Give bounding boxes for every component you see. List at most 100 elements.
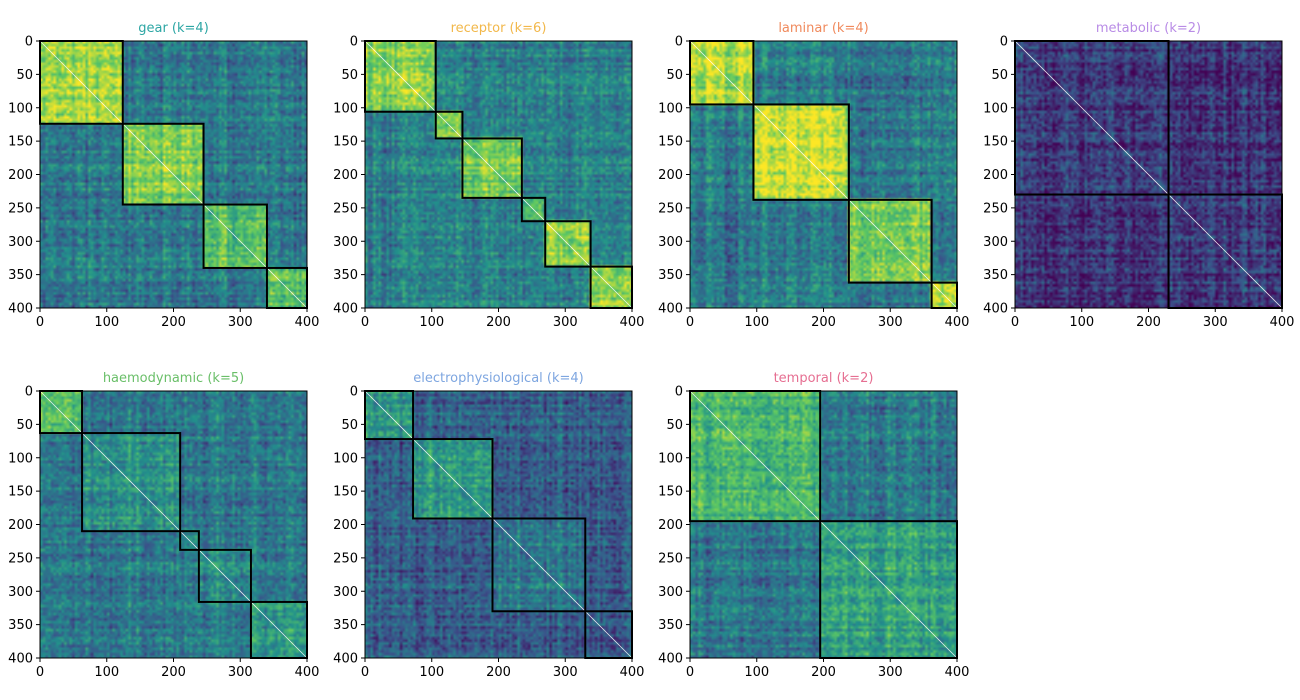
x-tick-label: 200 [1136, 315, 1161, 330]
heatmap-panel: gear (k=4)0 100 200 300 40005010015020025030… [8, 21, 319, 330]
y-tick-label: 150 [333, 485, 358, 500]
x-tick-label: 300 [553, 665, 578, 680]
y-tick-label: 150 [8, 135, 33, 150]
x-tick-label: 0 [36, 665, 44, 680]
x-tick-label: 200 [811, 665, 836, 680]
panel-title: haemodynamic (k=5) [103, 371, 244, 386]
x-tick-label: 0 [361, 665, 369, 680]
heatmap-panel: temporal (k=2)0 100 200 300 4000501001502002… [658, 371, 969, 680]
x-tick-label: 300 [228, 315, 253, 330]
x-tick-label: 200 [486, 315, 511, 330]
y-tick-label: 400 [658, 652, 683, 667]
x-tick-label: 400 [620, 315, 645, 330]
y-tick-label: 100 [658, 451, 683, 466]
y-tick-label: 100 [658, 101, 683, 116]
y-tick-label: 200 [658, 518, 683, 533]
y-tick-label: 400 [333, 652, 358, 667]
y-tick-label: 50 [666, 418, 683, 433]
community-block [491, 517, 587, 613]
x-tick-label: 200 [161, 665, 186, 680]
y-tick-label: 400 [8, 302, 33, 317]
y-tick-label: 0 [25, 35, 33, 50]
y-tick-label: 400 [8, 652, 33, 667]
y-tick-label: 200 [8, 518, 33, 533]
y-tick-label: 100 [333, 451, 358, 466]
community-block [412, 438, 494, 520]
y-tick-label: 350 [983, 268, 1008, 283]
x-tick-label: 300 [1203, 315, 1228, 330]
y-tick-label: 300 [333, 585, 358, 600]
y-tick-label: 250 [8, 201, 33, 216]
y-tick-label: 300 [658, 585, 683, 600]
x-tick-label: 400 [945, 665, 970, 680]
x-tick-label: 0 [36, 315, 44, 330]
x-tick-label: 300 [228, 665, 253, 680]
y-tick-label: 150 [8, 485, 33, 500]
y-tick-label: 0 [350, 35, 358, 50]
community-block [81, 432, 182, 533]
x-tick-label: 300 [878, 665, 903, 680]
y-tick-label: 50 [16, 68, 33, 83]
heatmap-panel: metabolic (k=2)0 100 200 300 400050100150200… [983, 21, 1294, 330]
community-block [544, 220, 592, 268]
panel-title: electrophysiological (k=4) [413, 371, 584, 386]
diagonal-line [364, 390, 633, 659]
diagonal-line [39, 40, 308, 309]
y-tick-label: 100 [983, 101, 1008, 116]
y-tick-label: 400 [658, 302, 683, 317]
diagonal-line [39, 390, 308, 659]
y-tick-label: 50 [341, 418, 358, 433]
x-tick-label: 400 [620, 665, 645, 680]
x-tick-label: 100 [744, 665, 769, 680]
y-tick-label: 50 [666, 68, 683, 83]
y-tick-label: 300 [8, 585, 33, 600]
community-block [434, 110, 464, 140]
community-block [202, 203, 268, 269]
y-tick-label: 150 [658, 485, 683, 500]
y-tick-label: 50 [991, 68, 1008, 83]
x-tick-label: 100 [744, 315, 769, 330]
y-tick-label: 0 [675, 385, 683, 400]
y-tick-label: 350 [658, 618, 683, 633]
x-tick-label: 300 [878, 315, 903, 330]
y-tick-label: 250 [333, 201, 358, 216]
diagonal-line [364, 40, 633, 309]
x-tick-label: 400 [295, 665, 320, 680]
diagonal-line [689, 390, 958, 659]
y-tick-label: 150 [983, 135, 1008, 150]
x-tick-label: 400 [945, 315, 970, 330]
y-tick-label: 100 [8, 101, 33, 116]
y-tick-label: 50 [16, 418, 33, 433]
heatmap-panel: haemodynamic (k=5)0 100 200 300 400050100150… [8, 371, 319, 680]
x-tick-label: 100 [419, 315, 444, 330]
y-tick-label: 0 [1000, 35, 1008, 50]
y-tick-label: 350 [333, 268, 358, 283]
community-block [179, 530, 200, 551]
x-tick-label: 200 [486, 665, 511, 680]
y-tick-label: 150 [333, 135, 358, 150]
y-tick-label: 100 [333, 101, 358, 116]
heatmap-panel: laminar (k=4)0 100 200 300 40005010015020025… [658, 21, 969, 330]
y-tick-label: 250 [983, 201, 1008, 216]
x-tick-label: 400 [1270, 315, 1295, 330]
y-tick-label: 100 [8, 451, 33, 466]
panel-title: temporal (k=2) [774, 371, 874, 386]
community-block [121, 122, 205, 206]
y-tick-label: 300 [658, 235, 683, 250]
diagonal-line [1014, 40, 1283, 309]
community-block [197, 548, 252, 603]
panel-title: laminar (k=4) [778, 21, 868, 36]
y-tick-label: 200 [333, 168, 358, 183]
panel-title: metabolic (k=2) [1096, 21, 1201, 36]
diagonal-line [689, 40, 958, 309]
community-block [520, 196, 547, 223]
panel-title: gear (k=4) [138, 21, 209, 36]
x-tick-label: 400 [295, 315, 320, 330]
x-tick-label: 0 [686, 665, 694, 680]
y-tick-label: 350 [8, 618, 33, 633]
y-tick-label: 300 [983, 235, 1008, 250]
panel-title: receptor (k=6) [451, 21, 547, 36]
y-tick-label: 50 [341, 68, 358, 83]
community-block [461, 137, 523, 199]
